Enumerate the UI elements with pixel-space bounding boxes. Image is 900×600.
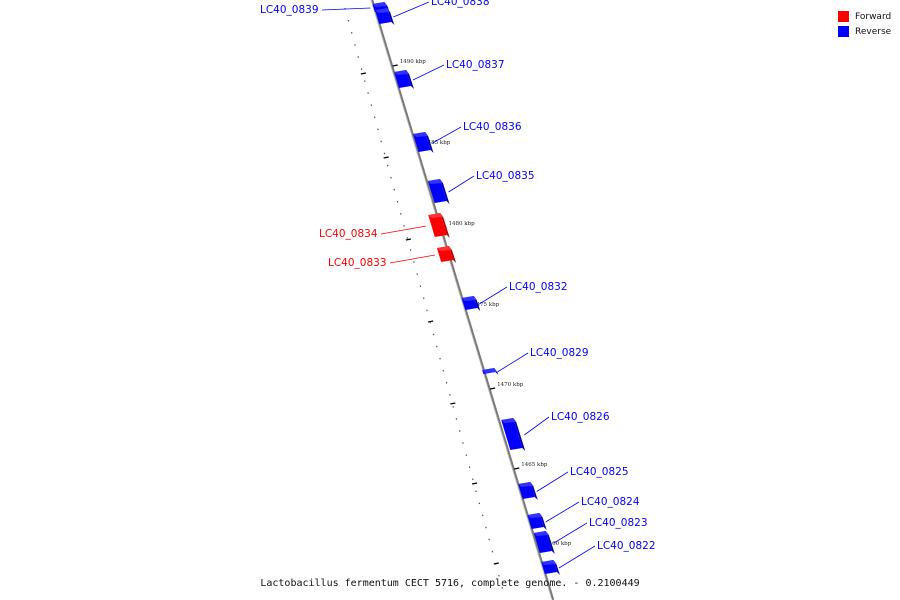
- gene-leader-line: [536, 471, 569, 492]
- gene-body: [501, 418, 523, 450]
- scale-tick-mark: [514, 467, 520, 470]
- gene-label[interactable]: LC40_0833: [328, 257, 387, 269]
- gene-top: [501, 418, 517, 423]
- gene-side: [530, 482, 538, 500]
- gene-label[interactable]: LC40_0823: [589, 517, 648, 529]
- gene-top: [427, 179, 443, 184]
- gene-body: [533, 531, 552, 553]
- gene-label[interactable]: LC40_0834: [319, 228, 378, 240]
- strand-legend: Forward Reverse: [838, 9, 891, 39]
- gene-lc40_0825[interactable]: LC40_0825: [518, 466, 629, 500]
- scale-tick-label: 1460 kbp: [545, 541, 572, 547]
- minor-tick-mark: [405, 238, 412, 241]
- gene-leader-line: [448, 175, 475, 193]
- minor-tick-mark: [471, 482, 478, 485]
- scale-tick-label: 1465 kbp: [521, 462, 548, 468]
- gene-top: [461, 296, 477, 301]
- minor-tick-mark: [360, 72, 367, 75]
- gene-label[interactable]: LC40_0822: [597, 540, 656, 552]
- gene-label[interactable]: LC40_0825: [570, 466, 629, 478]
- gene-top: [533, 531, 549, 536]
- reverse-swatch-icon: [838, 26, 849, 37]
- gene-top: [372, 2, 388, 7]
- gene-label[interactable]: LC40_0829: [530, 347, 589, 359]
- minor-tick-mark: [383, 156, 389, 159]
- gene-lc40_0839[interactable]: LC40_0839: [260, 2, 390, 16]
- gene-lc40_0838[interactable]: LC40_0838: [375, 0, 490, 25]
- gene-lc40_0836[interactable]: LC40_0836: [413, 121, 522, 153]
- minor-tick-mark: [450, 402, 456, 405]
- gene-body: [413, 132, 431, 152]
- genome-caption: Lactobacillus fermentum CECT 5716, compl…: [260, 578, 640, 589]
- gene-lc40_0834[interactable]: LC40_0834: [319, 213, 450, 240]
- scale-tick-mark: [490, 387, 496, 390]
- scale-tick-label: 1470 kbp: [497, 382, 524, 388]
- gene-top: [413, 132, 429, 137]
- gene-side: [513, 418, 526, 451]
- minor-tick-mark: [428, 320, 434, 323]
- minor-tick-mark: [493, 562, 499, 565]
- gene-top: [541, 560, 557, 565]
- gene-top: [518, 482, 534, 487]
- gene-leader-line: [432, 126, 462, 144]
- gene-side: [439, 179, 450, 204]
- gene-lc40_0829[interactable]: LC40_0829: [482, 347, 589, 375]
- gene-side: [387, 8, 395, 25]
- gene-leader-line: [479, 286, 508, 305]
- gene-leader-line: [497, 352, 529, 373]
- gene-top: [428, 213, 444, 218]
- gene-label[interactable]: LC40_0826: [551, 411, 610, 423]
- gene-features: LC40_0839 LC40_0838 LC40_0837 LC40_0836 LC40…: [260, 0, 656, 575]
- gene-lc40_0833[interactable]: LC40_0833: [328, 246, 457, 269]
- gene-side: [448, 246, 457, 263]
- legend-forward-label: Forward: [855, 11, 892, 22]
- gene-label[interactable]: LC40_0838: [431, 0, 490, 8]
- scale-tick-mark: [392, 64, 398, 67]
- gene-leader-line: [393, 1, 430, 18]
- gene-leader-line: [321, 7, 371, 11]
- legend-item-forward[interactable]: Forward: [838, 9, 891, 24]
- gene-side: [539, 513, 547, 530]
- gene-lc40_0832[interactable]: LC40_0832: [461, 281, 568, 311]
- gene-body: [428, 213, 447, 237]
- genome-axis-highlight: [370, 0, 553, 600]
- gene-top: [436, 246, 452, 251]
- legend-item-reverse[interactable]: Reverse: [838, 24, 891, 39]
- scale-tick-label: 1480 kbp: [449, 221, 476, 227]
- gene-top: [375, 8, 391, 13]
- gene-side: [425, 132, 434, 153]
- gene-top: [527, 513, 543, 518]
- gene-label[interactable]: LC40_0836: [463, 121, 522, 133]
- gene-top: [394, 70, 410, 75]
- gene-leader-line: [524, 416, 550, 436]
- gene-side: [440, 213, 450, 238]
- gene-leader-line: [412, 64, 445, 81]
- gene-label[interactable]: LC40_0832: [509, 281, 568, 293]
- gene-body: [427, 179, 447, 203]
- gene-lc40_0823[interactable]: LC40_0823: [533, 517, 648, 554]
- gene-top: [482, 368, 498, 373]
- gene-label[interactable]: LC40_0824: [581, 496, 640, 508]
- gene-side: [406, 70, 414, 89]
- gene-label[interactable]: LC40_0837: [446, 59, 505, 71]
- gene-side: [545, 531, 555, 554]
- gene-label[interactable]: LC40_0839: [260, 4, 319, 16]
- gene-leader-line: [545, 501, 580, 523]
- gene-leader-line: [389, 254, 435, 264]
- gene-lc40_0824[interactable]: LC40_0824: [527, 496, 640, 530]
- gene-lc40_0835[interactable]: LC40_0835: [427, 170, 535, 204]
- gene-leader-line: [558, 545, 596, 569]
- legend-reverse-label: Reverse: [855, 26, 892, 37]
- gene-leader-line: [553, 522, 588, 544]
- scale-tick-label: 1475 kbp: [473, 302, 500, 308]
- gene-lc40_0826[interactable]: LC40_0826: [501, 411, 610, 451]
- scale-tick-label: 1485 kbp: [424, 140, 451, 146]
- gene-label[interactable]: LC40_0835: [476, 170, 535, 182]
- gene-lc40_0822[interactable]: LC40_0822: [541, 540, 656, 575]
- scale-tick-label: 1490 kbp: [400, 59, 427, 65]
- gene-lc40_0837[interactable]: LC40_0837: [394, 59, 505, 89]
- gene-leader-line: [380, 225, 427, 235]
- forward-swatch-icon: [838, 11, 849, 22]
